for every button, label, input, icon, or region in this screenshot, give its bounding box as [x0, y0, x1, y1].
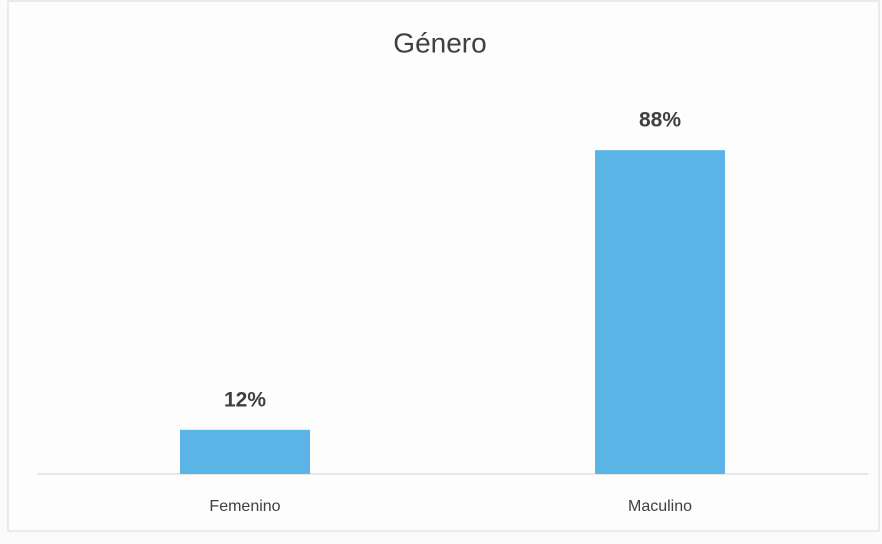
chart-title: Género — [393, 27, 486, 58]
data-label: 12% — [224, 388, 266, 411]
x-tick-label: Maculino — [628, 498, 692, 515]
data-label: 88% — [639, 109, 681, 132]
x-tick-label: Femenino — [209, 498, 280, 515]
bar — [180, 429, 310, 474]
chart-frame — [7, 0, 880, 532]
bar — [595, 150, 725, 474]
